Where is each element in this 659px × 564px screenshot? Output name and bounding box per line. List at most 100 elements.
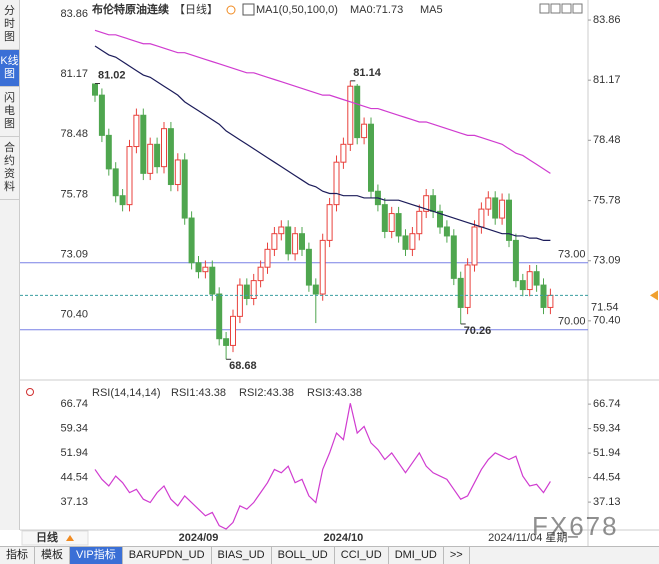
candle-body [437, 210, 443, 228]
last-price-label: 71.54 [591, 301, 619, 313]
candle-body [533, 271, 540, 286]
sidebar: 分时图 K线图 闪电图 合约资料 [0, 0, 20, 530]
h-line-label: 73.00 [558, 249, 586, 261]
candle-body [450, 235, 457, 279]
y-tick-label: 66.74 [60, 398, 88, 410]
y-tick-label: 37.13 [593, 496, 621, 508]
candle-body [299, 233, 305, 250]
rsi-legend: RSI1:43.38 [171, 387, 226, 399]
y-tick-label: 73.09 [60, 249, 88, 261]
toolbar-tab[interactable]: DMI_UD [389, 547, 444, 564]
y-tick-label: 44.54 [60, 471, 88, 483]
toolbar-tab[interactable]: VIP指标 [70, 547, 123, 564]
period-box [21, 530, 89, 546]
toolbar-tab[interactable]: 指标 [0, 547, 35, 564]
candle-body [506, 199, 512, 241]
candle-body [154, 143, 161, 168]
annotation: 68.68 [229, 360, 257, 372]
candle-body [271, 233, 278, 250]
toolbar-tab[interactable]: 模板 [35, 547, 70, 564]
annotation: 81.14 [353, 67, 381, 79]
annotation: 81.02 [98, 69, 126, 81]
candle-body [471, 226, 478, 266]
y-tick-label: 51.94 [60, 447, 88, 459]
candle-body [409, 233, 416, 250]
ma-legend: MA5 [420, 4, 443, 16]
candle-body [112, 168, 119, 197]
candle-body [319, 239, 326, 295]
icon [226, 5, 236, 15]
y-tick-label: 78.48 [60, 128, 88, 140]
candle-body [133, 114, 140, 148]
rsi-legend: RSI3:43.38 [307, 387, 362, 399]
y-tick-label: 81.17 [60, 68, 88, 80]
candle-body [443, 226, 450, 237]
candle-body [492, 197, 499, 219]
candle-body [464, 264, 471, 308]
candle-body [388, 213, 395, 232]
candle-body [174, 159, 181, 186]
candle-body [430, 195, 437, 212]
candle-body [209, 266, 216, 295]
candle-body [230, 315, 236, 346]
candle-body [278, 226, 285, 235]
candle-body [147, 143, 154, 174]
icon [561, 3, 572, 14]
side-tab[interactable]: 闪电图 [0, 87, 19, 137]
y-tick-label: 81.17 [593, 74, 621, 86]
candle-body [181, 159, 188, 219]
y-tick-label: 75.78 [593, 195, 621, 207]
candle-body [223, 338, 230, 346]
y-tick-label: 83.86 [60, 8, 88, 20]
line [94, 403, 551, 530]
toolbar-tab[interactable]: BOLL_UD [272, 547, 335, 564]
footer-period: 日线 [36, 530, 58, 544]
candle-body [188, 217, 195, 264]
candle-body [202, 266, 209, 273]
side-tab[interactable]: 合约资料 [0, 137, 19, 200]
y-tick-label: 44.54 [593, 471, 621, 483]
y-tick-label: 59.34 [593, 423, 621, 435]
candle-body [519, 280, 526, 291]
x-tick-label: 2024/11/04 星期一 [488, 531, 578, 544]
candle-body [305, 248, 312, 286]
side-tab[interactable]: K线图 [0, 50, 19, 87]
y-tick-label: 78.48 [593, 134, 621, 146]
y-tick-label: 73.09 [593, 255, 621, 267]
period: 【日线】 [174, 2, 218, 16]
candle-body [354, 85, 361, 139]
candle-body [243, 284, 250, 299]
annotation: 70.26 [464, 325, 492, 337]
candle-body [457, 277, 464, 308]
candle-body [312, 284, 319, 295]
line [94, 45, 551, 241]
candle-body [423, 195, 430, 212]
candle-body [105, 134, 112, 170]
candle-body [368, 123, 374, 192]
ma-legend: MA1(0,50,100,0) [256, 4, 338, 16]
line [94, 29, 551, 174]
candle-body [526, 271, 533, 291]
candle-body [478, 208, 485, 228]
icon [66, 535, 74, 541]
toolbar-tab[interactable]: BIAS_UD [212, 547, 272, 564]
toolbar-tab[interactable]: CCI_UD [335, 547, 389, 564]
candle-body [257, 266, 264, 282]
candle-body [340, 143, 347, 163]
side-tab[interactable]: 分时图 [0, 0, 19, 50]
toolbar-tab[interactable]: BARUPDN_UD [123, 547, 212, 564]
icon [572, 3, 583, 14]
candle-body [292, 233, 299, 255]
toolbar-tab[interactable]: >> [444, 547, 470, 564]
candle-body [161, 128, 167, 168]
y-tick-label: 70.40 [60, 309, 88, 321]
watermark: FX678 [532, 511, 619, 541]
candle-body [485, 197, 492, 210]
candle-body [216, 293, 223, 340]
y-tick-label: 70.40 [593, 315, 621, 327]
candle-body [98, 94, 105, 136]
y-tick-label: 66.74 [593, 398, 621, 410]
x-tick-label: 2024/10 [324, 532, 364, 544]
rsi-legend: RSI(14,14,14) [92, 387, 160, 399]
candle-body [264, 248, 271, 268]
